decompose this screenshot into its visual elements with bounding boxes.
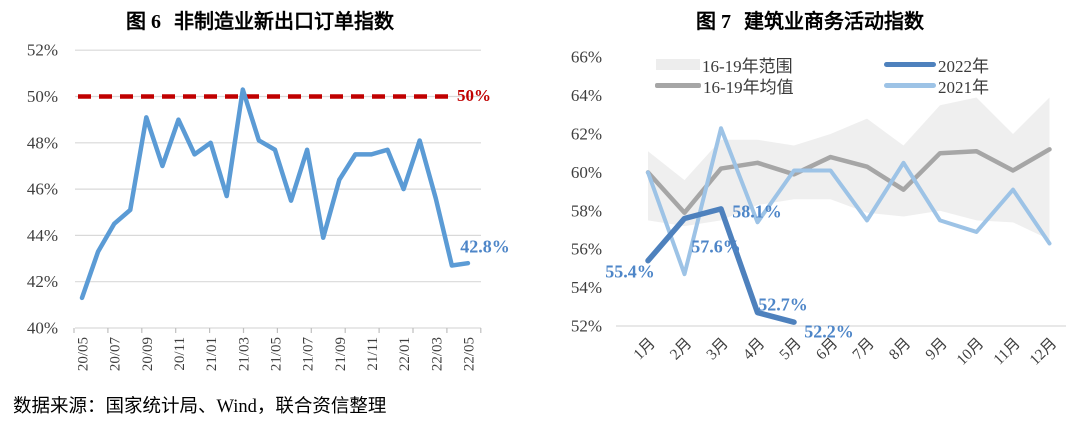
legend-label-2022: 2022年: [938, 57, 989, 76]
x-tick-label: 10月: [953, 335, 987, 369]
series-line-2021年: [646, 126, 1052, 277]
x-tick-label: 21/01: [204, 337, 220, 371]
x-tick-label: 3月: [703, 335, 731, 363]
figure-6-label: 图 6: [126, 11, 161, 33]
x-tick-label: 11月: [990, 335, 1024, 369]
figure-7-label: 图 7: [696, 11, 731, 33]
y-tick-label: 62%: [571, 125, 602, 144]
x-tick-label: 12月: [1026, 335, 1060, 369]
data-label-2022-mar: 58.1%: [732, 201, 782, 222]
y-tick-label: 50%: [27, 87, 58, 106]
y-tick-label: 44%: [27, 226, 58, 245]
y-tick-label: 48%: [27, 133, 58, 152]
y-tick-label: 64%: [571, 86, 602, 105]
figure-7-title-text: 建筑业商务活动指数: [744, 11, 924, 33]
y-tick-label: 60%: [571, 163, 602, 182]
x-tick-label: 22/03: [429, 337, 445, 371]
x-tick-label: 9月: [922, 335, 950, 363]
x-tick-label: 2月: [667, 335, 695, 363]
x-tick-label: 5月: [776, 335, 804, 363]
x-tick-label: 20/05: [76, 337, 92, 371]
x-tick-label: 1月: [630, 335, 658, 363]
y-tick-label: 56%: [571, 240, 602, 259]
source-note: 数据来源：国家统计局、Wind，联合资信整理: [13, 397, 387, 417]
data-label-2022-feb: 57.6%: [691, 236, 741, 257]
x-tick-label: 20/07: [108, 337, 124, 372]
data-label-2022-apr: 52.7%: [758, 294, 808, 315]
legend-label-2021: 2021年: [938, 78, 989, 97]
line-2021-swatch-icon: [884, 83, 936, 88]
y-tick-label: 46%: [27, 180, 58, 199]
x-tick-label: 21/07: [301, 337, 317, 372]
figure-7-title: 图 7 建筑业商务活动指数: [540, 5, 1080, 34]
x-tick-label: 21/03: [236, 337, 252, 371]
y-tick-label: 42%: [27, 272, 58, 291]
y-tick-label: 66%: [571, 48, 602, 67]
y-tick-label: 40%: [27, 319, 58, 338]
x-tick-label: 21/11: [365, 337, 381, 371]
y-tick-label: 58%: [571, 201, 602, 220]
legend-label-range: 16-19年范围: [702, 57, 793, 76]
legend-item-range: 16-19年范围: [656, 52, 793, 77]
x-tick-label: 22/01: [397, 337, 413, 371]
legend-item-2022: 2022年: [884, 52, 989, 77]
x-tick-label: 21/09: [333, 337, 349, 371]
line-2022-swatch-icon: [884, 61, 936, 68]
reference-line-label: 50%: [457, 86, 491, 105]
figure-6-title: 图 6 非制造业新出口订单指数: [0, 5, 520, 34]
x-tick-label: 4月: [740, 335, 768, 363]
data-label-fig6-end: 42.8%: [460, 236, 510, 257]
series-line-new-export-orders: [79, 87, 471, 301]
range-band-swatch-icon: [656, 59, 700, 70]
legend-item-2021: 2021年: [884, 73, 989, 98]
mean-line-swatch-icon: [655, 83, 701, 88]
y-tick-label: 54%: [571, 278, 602, 297]
series-line-2022年: [645, 206, 797, 325]
x-tick-label: 8月: [886, 335, 914, 363]
y-tick-label: 52%: [571, 317, 602, 336]
x-tick-label: 20/09: [140, 337, 156, 371]
series-line-16-19年均值: [645, 147, 1052, 215]
legend-item-mean: 16-19年均值: [655, 73, 794, 98]
x-tick-label: 21/05: [268, 337, 284, 371]
y-tick-label: 52%: [27, 41, 58, 60]
data-label-2022-jan: 55.4%: [605, 261, 655, 282]
x-tick-label: 20/11: [172, 337, 188, 371]
figure-6-title-text: 非制造业新出口订单指数: [174, 11, 394, 33]
data-label-2022-may: 52.2%: [804, 321, 854, 342]
legend-label-mean: 16-19年均值: [703, 78, 794, 97]
x-tick-label: 22/05: [461, 337, 477, 371]
